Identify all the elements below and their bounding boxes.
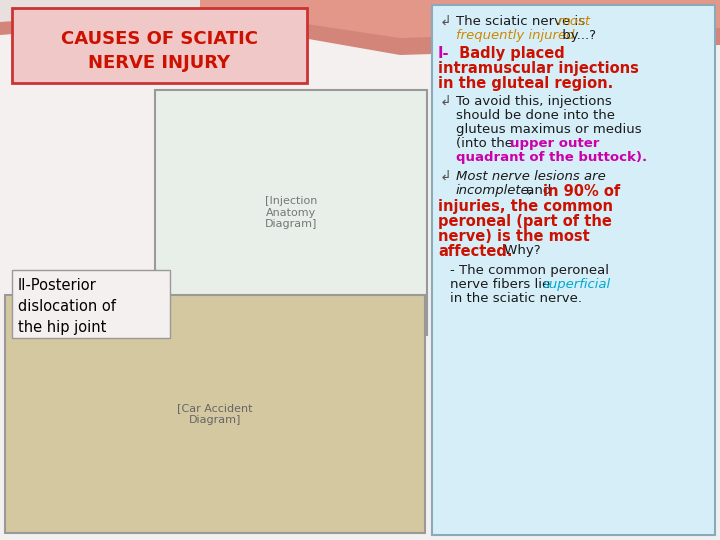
Text: in the gluteal region.: in the gluteal region. [438,76,613,91]
Polygon shape [200,0,720,38]
Text: CAUSES OF SCIATIC: CAUSES OF SCIATIC [61,30,258,48]
FancyBboxPatch shape [12,270,170,338]
Text: intramuscular injections: intramuscular injections [438,61,639,76]
Text: gluteus maximus or medius: gluteus maximus or medius [456,123,642,136]
FancyBboxPatch shape [432,5,715,535]
Text: incomplete,: incomplete, [456,184,534,197]
Polygon shape [0,0,720,55]
Text: affected.: affected. [438,244,513,259]
Text: and: and [522,184,556,197]
Text: Why?: Why? [500,244,541,257]
Text: I-: I- [438,46,449,61]
Text: frequently injured: frequently injured [456,29,575,42]
FancyBboxPatch shape [0,0,430,540]
Text: [Injection
Anatomy
Diagram]: [Injection Anatomy Diagram] [265,196,318,229]
Text: by...?: by...? [558,29,596,42]
Text: ↲: ↲ [440,170,451,184]
Text: ↲: ↲ [440,15,451,29]
FancyBboxPatch shape [5,295,425,533]
Text: ↲: ↲ [440,95,451,109]
Text: superficial: superficial [543,278,611,291]
FancyBboxPatch shape [155,90,427,335]
Text: nerve) is the most: nerve) is the most [438,229,590,244]
FancyBboxPatch shape [12,8,307,83]
Text: nerve fibers lie: nerve fibers lie [450,278,554,291]
Text: - The common peroneal: - The common peroneal [450,264,609,277]
Text: Most nerve lesions are: Most nerve lesions are [456,170,606,183]
Text: Badly placed: Badly placed [454,46,564,61]
Text: most: most [558,15,591,28]
Text: should be done into the: should be done into the [456,109,615,122]
Text: (into the: (into the [456,137,517,150]
Text: upper outer: upper outer [510,137,599,150]
Text: injuries, the common: injuries, the common [438,199,613,214]
Polygon shape [0,0,200,22]
Text: To avoid this, injections: To avoid this, injections [456,95,612,108]
Text: peroneal (part of the: peroneal (part of the [438,214,612,229]
Text: II-Posterior
dislocation of
the hip joint: II-Posterior dislocation of the hip join… [18,278,116,335]
Text: in 90% of: in 90% of [543,184,620,199]
Text: NERVE INJURY: NERVE INJURY [89,54,230,72]
Text: [Car Accident
Diagram]: [Car Accident Diagram] [177,403,253,425]
Text: in the sciatic nerve.: in the sciatic nerve. [450,292,582,305]
Text: The sciatic nerve is: The sciatic nerve is [456,15,590,28]
Text: quadrant of the buttock).: quadrant of the buttock). [456,151,647,164]
